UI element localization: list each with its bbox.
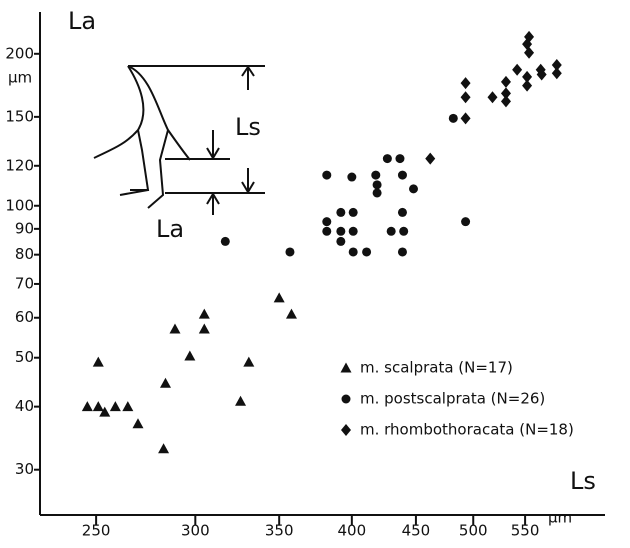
point: [386, 226, 396, 236]
point: [220, 236, 230, 246]
annotation: Ls: [235, 113, 261, 141]
point: [322, 217, 332, 227]
legend-marker: [341, 424, 351, 436]
x-tick-label: 550: [511, 522, 540, 540]
point: [487, 91, 498, 104]
point: [522, 79, 533, 92]
legend-label: m. scalprata (N=17): [360, 359, 513, 377]
y-tick-label: 150: [5, 107, 34, 125]
point: [397, 207, 407, 217]
y-tick-label: 60: [15, 308, 34, 326]
point: [99, 406, 111, 417]
y-tick-label: 40: [15, 397, 34, 415]
point: [122, 401, 134, 412]
point: [159, 377, 171, 388]
point: [235, 395, 247, 406]
point: [92, 356, 104, 367]
y-tick-label: 70: [15, 274, 34, 292]
point: [322, 226, 332, 236]
point: [524, 46, 535, 59]
point: [460, 77, 471, 90]
point: [522, 70, 533, 83]
point: [109, 401, 121, 412]
point: [81, 401, 93, 412]
x-tick-label: 300: [181, 522, 210, 540]
legend-label: m. postscalprata (N=26): [360, 390, 545, 408]
x-tick-label: 350: [265, 522, 294, 540]
point: [500, 75, 511, 88]
point: [500, 87, 511, 100]
point: [243, 356, 255, 367]
point: [500, 95, 511, 108]
point: [158, 443, 170, 454]
point: [522, 38, 533, 51]
point: [169, 323, 181, 334]
point: [273, 292, 285, 303]
y-tick-label: 50: [15, 348, 34, 366]
point: [425, 152, 436, 165]
point: [362, 247, 372, 257]
y-tick-label: 90: [15, 219, 34, 237]
point: [348, 207, 358, 217]
point: [382, 154, 392, 164]
point: [395, 154, 405, 164]
x-unit: μm: [548, 509, 572, 527]
point: [184, 350, 196, 361]
point: [322, 170, 332, 180]
x-tick-label: 450: [402, 522, 431, 540]
point: [372, 188, 382, 198]
annotation: La: [156, 215, 184, 243]
legend-marker: [341, 394, 351, 404]
x-tick-label: 500: [459, 522, 488, 540]
point: [92, 401, 104, 412]
x-tick-label: 250: [82, 522, 111, 540]
y-unit: μm: [8, 69, 32, 87]
point: [461, 217, 471, 227]
legend-label: m. rhombothoracata (N=18): [360, 421, 574, 439]
point: [347, 172, 357, 182]
y-axis-label: La: [68, 7, 96, 35]
y-tick-label: 30: [15, 460, 34, 478]
point: [408, 184, 418, 194]
y-tick-label: 100: [5, 196, 34, 214]
legend-marker: [340, 362, 352, 373]
point: [371, 170, 381, 180]
point: [336, 236, 346, 246]
inset-diagram: [93, 65, 265, 215]
y-tick-label: 200: [5, 44, 34, 62]
point: [285, 308, 297, 319]
point: [551, 67, 562, 80]
x-tick-label: 400: [338, 522, 367, 540]
point: [397, 170, 407, 180]
y-tick-label: 120: [5, 156, 34, 174]
y-tick-label: 80: [15, 245, 34, 263]
point: [285, 247, 295, 257]
point: [336, 207, 346, 217]
point: [198, 308, 210, 319]
point: [372, 180, 382, 190]
point: [512, 63, 523, 76]
x-axis-label: Ls: [570, 467, 596, 495]
point: [399, 226, 409, 236]
point: [551, 59, 562, 72]
point: [448, 113, 458, 123]
point: [536, 68, 547, 81]
point: [348, 226, 358, 236]
point: [198, 323, 210, 334]
point: [460, 112, 471, 125]
point: [397, 247, 407, 257]
point: [460, 91, 471, 104]
point: [348, 247, 358, 257]
point: [336, 226, 346, 236]
point: [132, 418, 144, 429]
